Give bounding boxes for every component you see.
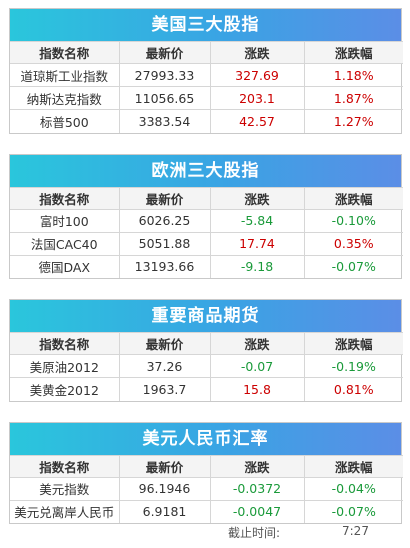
cell-pct: -0.10%	[303, 208, 403, 233]
table-row: 德国DAX 13193.66 -9.18 -0.07%	[10, 254, 403, 278]
cell-change: -9.18	[209, 254, 305, 278]
cell-name: 标普500	[10, 109, 120, 133]
cell-price: 27993.33	[118, 63, 211, 87]
cell-change: 42.57	[209, 109, 305, 133]
cell-change: -5.84	[209, 208, 305, 233]
section-title: 重要商品期货	[10, 300, 401, 332]
column-header-price: 最新价	[118, 332, 211, 355]
column-header-change: 涨跌	[209, 454, 305, 478]
section-title: 欧洲三大股指	[10, 154, 401, 187]
cell-pct: -0.04%	[303, 476, 403, 501]
europe-indices-section: 欧洲三大股指 指数名称 最新价 涨跌 涨跌幅 富时100 6026.25 -5.84 -0.10…	[9, 153, 403, 279]
cell-name: 道琼斯工业指数	[10, 63, 120, 87]
table-row: 美黄金2012 1963.7 15.8 0.81%	[10, 377, 403, 401]
market-sections: 美国三大股指 指数名称 最新价 涨跌 涨跌幅 道琼斯工业指数 27993.33 327.69 1…	[8, 8, 403, 524]
cell-price: 96.1946	[118, 476, 211, 501]
table-row: 美元兑离岸人民币 6.9181 -0.0047 -0.07%	[10, 499, 403, 523]
cell-pct: -0.07%	[303, 254, 403, 278]
section-title: 美元人民币汇率	[10, 422, 401, 455]
update-time-footer: 截止时间: 7:27	[0, 524, 410, 544]
column-header-name: 指数名称	[10, 186, 120, 210]
cell-price: 6026.25	[118, 208, 211, 233]
us-indices-table: 指数名称 最新价 涨跌 涨跌幅 道琼斯工业指数 27993.33 327.69 1.18% 纳斯…	[10, 41, 403, 133]
table-row: 美原油2012 37.26 -0.07 -0.19%	[10, 354, 403, 378]
cell-pct: 1.27%	[303, 109, 403, 133]
cell-price: 13193.66	[118, 254, 211, 278]
usd-cny-rates-table: 指数名称 最新价 涨跌 涨跌幅 美元指数 96.1946 -0.0372 -0.04% 美元兑离…	[10, 454, 403, 523]
table-row: 法国CAC40 5051.88 17.74 0.35%	[10, 231, 403, 256]
cell-change: -0.07	[209, 354, 305, 378]
cell-change: -0.0047	[209, 499, 305, 523]
table-row: 纳斯达克指数 11056.65 203.1 1.87%	[10, 86, 403, 110]
table-row: 标普500 3383.54 42.57 1.27%	[10, 109, 403, 133]
usd-cny-rates-section: 美元人民币汇率 指数名称 最新价 涨跌 涨跌幅 美元指数 96.1946 -0.0372 -0.…	[9, 421, 403, 524]
cell-pct: -0.07%	[303, 499, 403, 523]
update-time-label: 截止时间:	[228, 526, 281, 540]
cell-change: 15.8	[209, 377, 305, 401]
column-header-change: 涨跌	[209, 41, 305, 64]
cell-name: 美黄金2012	[10, 377, 120, 401]
us-indices-section: 美国三大股指 指数名称 最新价 涨跌 涨跌幅 道琼斯工业指数 27993.33 327.69 1…	[9, 8, 403, 134]
column-header-price: 最新价	[118, 41, 211, 64]
cell-name: 富时100	[10, 208, 120, 233]
column-header-pct: 涨跌幅	[303, 186, 403, 210]
cell-name: 美元兑离岸人民币	[10, 499, 120, 523]
cell-price: 11056.65	[118, 86, 211, 110]
table-header-row: 指数名称 最新价 涨跌 涨跌幅	[10, 41, 403, 64]
commodity-futures-section: 重要商品期货 指数名称 最新价 涨跌 涨跌幅 美原油2012 37.26 -0.07 -0.19…	[9, 299, 403, 402]
column-header-name: 指数名称	[10, 41, 120, 64]
cell-name: 德国DAX	[10, 254, 120, 278]
europe-indices-table: 指数名称 最新价 涨跌 涨跌幅 富时100 6026.25 -5.84 -0.10% 法国CAC…	[10, 186, 403, 278]
column-header-name: 指数名称	[10, 332, 120, 355]
table-row: 美元指数 96.1946 -0.0372 -0.04%	[10, 476, 403, 501]
cell-name: 美元指数	[10, 476, 120, 501]
table-row: 道琼斯工业指数 27993.33 327.69 1.18%	[10, 63, 403, 87]
cell-pct: -0.19%	[303, 354, 403, 378]
cell-change: 17.74	[209, 231, 305, 256]
table-header-row: 指数名称 最新价 涨跌 涨跌幅	[10, 454, 403, 478]
table-header-row: 指数名称 最新价 涨跌 涨跌幅	[10, 186, 403, 210]
cell-price: 1963.7	[118, 377, 211, 401]
cell-price: 37.26	[118, 354, 211, 378]
cell-name: 法国CAC40	[10, 231, 120, 256]
table-row: 富时100 6026.25 -5.84 -0.10%	[10, 208, 403, 233]
cell-change: 327.69	[209, 63, 305, 87]
cell-change: 203.1	[209, 86, 305, 110]
cell-price: 5051.88	[118, 231, 211, 256]
section-title: 美国三大股指	[10, 9, 401, 41]
cell-change: -0.0372	[209, 476, 305, 501]
cell-pct: 1.87%	[303, 86, 403, 110]
cell-pct: 0.81%	[303, 377, 403, 401]
column-header-change: 涨跌	[209, 186, 305, 210]
column-header-price: 最新价	[118, 454, 211, 478]
column-header-pct: 涨跌幅	[303, 454, 403, 478]
column-header-pct: 涨跌幅	[303, 41, 403, 64]
cell-name: 纳斯达克指数	[10, 86, 120, 110]
cell-price: 6.9181	[118, 499, 211, 523]
table-header-row: 指数名称 最新价 涨跌 涨跌幅	[10, 332, 403, 355]
update-time-value: 7:27	[342, 524, 369, 538]
cell-pct: 0.35%	[303, 231, 403, 256]
cell-pct: 1.18%	[303, 63, 403, 87]
column-header-name: 指数名称	[10, 454, 120, 478]
commodity-futures-table: 指数名称 最新价 涨跌 涨跌幅 美原油2012 37.26 -0.07 -0.19% 美黄金20…	[10, 332, 403, 401]
cell-price: 3383.54	[118, 109, 211, 133]
column-header-price: 最新价	[118, 186, 211, 210]
cell-name: 美原油2012	[10, 354, 120, 378]
column-header-change: 涨跌	[209, 332, 305, 355]
column-header-pct: 涨跌幅	[303, 332, 403, 355]
